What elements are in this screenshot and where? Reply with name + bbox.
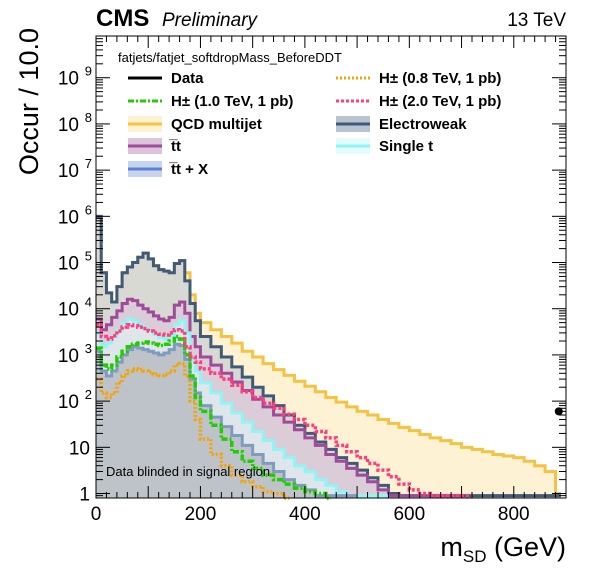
legend-label: H± (1.0 TeV, 1 pb)	[171, 93, 293, 110]
y-tick-exponent: 7	[85, 156, 92, 171]
x-axis-label: mSD (GeV)	[440, 532, 566, 566]
y-tick-exponent: 6	[85, 202, 92, 217]
y-tick-exponent: 5	[85, 249, 92, 264]
legend-entry: t̅t + X	[128, 161, 208, 178]
x-tick-label: 400	[289, 504, 321, 525]
y-tick-label: 10	[58, 161, 79, 182]
y-tick-exponent: 8	[85, 110, 92, 125]
x-tick-label: 600	[393, 504, 425, 525]
y-axis-label: Occur / 10.0	[14, 28, 44, 175]
signal-line-signal-5	[96, 361, 290, 500]
x-axis-label-main: m	[440, 532, 463, 562]
y-tick-exponent: 2	[85, 387, 92, 402]
signal-line-signal-6	[96, 334, 331, 500]
legend-label: QCD multijet	[171, 116, 262, 133]
legend-entry: Electroweak	[336, 116, 467, 133]
y-tick-label: 10	[58, 346, 79, 367]
legend-entry: H± (2.0 TeV, 1 pb)	[336, 93, 501, 110]
x-axis-label-unit: (GeV)	[486, 532, 566, 562]
x-tick-label: 200	[185, 504, 217, 525]
histogram-line-t-t	[96, 297, 462, 498]
legend-label: H± (0.8 TeV, 1 pb)	[379, 70, 501, 87]
y-tick-exponent: 9	[85, 64, 92, 79]
energy-label: 13 TeV	[507, 10, 566, 31]
blinded-annotation: Data blinded in signal region	[106, 464, 270, 479]
signal-line-signal-7	[96, 322, 472, 498]
legend-label: t̅t + X	[168, 161, 208, 178]
chart-title: fatjets/fatjet_softdropMass_BeforeDDT	[118, 50, 342, 65]
legend-entry: t̅t	[128, 138, 181, 155]
y-tick-label: 1	[79, 485, 90, 506]
legend-label: H± (2.0 TeV, 1 pb)	[379, 93, 501, 110]
data-points	[554, 407, 563, 416]
y-tick-exponent: 3	[85, 341, 92, 356]
legend-entry: QCD multijet	[128, 116, 262, 133]
histogram-fill-t-t-x	[96, 344, 358, 498]
y-tick-label: 10	[58, 207, 79, 228]
y-tick-label: 10	[58, 300, 79, 321]
cms-label: CMS	[96, 5, 149, 32]
y-tick-label: 10	[58, 392, 79, 413]
y-tick-label: 10	[58, 115, 79, 136]
data-point	[554, 407, 563, 416]
signal-histograms	[96, 322, 472, 500]
legend-label: Electroweak	[379, 116, 467, 133]
axes: 0 200 400 600 800 1 10 10 2 10 3 10 4 10 5 10 6 10 7 10 8 10 9	[58, 35, 567, 525]
y-tick-label: 10	[58, 69, 79, 90]
y-tick-label: 10	[58, 254, 79, 275]
legend-entry: Single t	[336, 138, 433, 155]
legend: Data H± (0.8 TeV, 1 pb) H± (1.0 TeV, 1 pb)…	[128, 70, 501, 178]
y-tick-exponent: 4	[85, 295, 92, 310]
x-tick-label: 0	[91, 504, 102, 525]
x-axis-label-sub: SD	[463, 547, 487, 566]
y-tick-label: 10	[69, 438, 90, 459]
legend-label: Single t	[379, 138, 433, 155]
legend-label: t̅t	[168, 138, 181, 155]
legend-entry: H± (0.8 TeV, 1 pb)	[336, 70, 501, 87]
legend-label: Data	[171, 70, 204, 87]
legend-entry: H± (1.0 TeV, 1 pb)	[128, 93, 293, 110]
x-tick-label: 800	[498, 504, 530, 525]
legend-entry: Data	[128, 70, 204, 87]
preliminary-label: Preliminary	[162, 10, 259, 31]
